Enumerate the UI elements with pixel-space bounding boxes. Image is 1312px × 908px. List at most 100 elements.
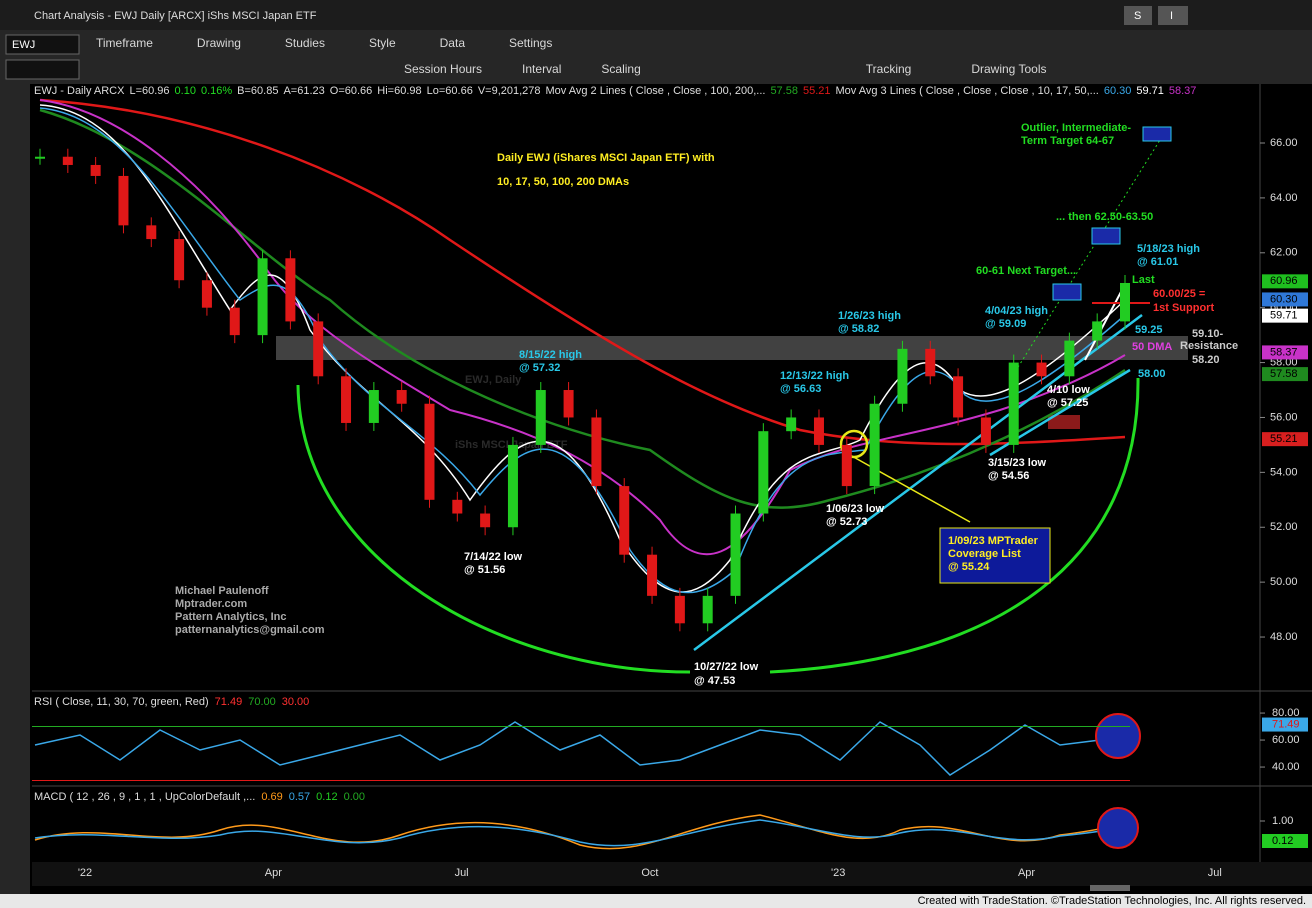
candle bbox=[1008, 362, 1019, 445]
legend-text: EWJ - Daily ARCX bbox=[34, 85, 125, 97]
annotation: @ 61.01 bbox=[1137, 256, 1178, 268]
scrollbar[interactable] bbox=[1090, 885, 1130, 891]
btn[interactable] bbox=[1158, 6, 1188, 25]
toolbar-item[interactable]: Drawing Tools bbox=[971, 62, 1046, 76]
arc bbox=[296, 384, 691, 674]
toolbar-item[interactable]: Style bbox=[369, 36, 396, 50]
toolbar-item[interactable]: Session Hours bbox=[404, 62, 482, 76]
candle bbox=[118, 175, 129, 226]
price-tag-label: 60.30 bbox=[1270, 293, 1298, 305]
legend-text: Lo=60.66 bbox=[427, 85, 473, 97]
candle bbox=[1092, 321, 1103, 341]
candle bbox=[174, 239, 185, 281]
chart-title: 10, 17, 50, 100, 200 DMAs bbox=[497, 176, 629, 188]
legend-text: L=60.96 bbox=[129, 85, 169, 97]
candle bbox=[396, 390, 407, 404]
toolbar-item[interactable]: Scaling bbox=[601, 62, 640, 76]
candle bbox=[452, 499, 463, 514]
candle bbox=[62, 156, 73, 165]
annotation: @ 59.09 bbox=[985, 318, 1026, 330]
annotation: 60-61 Next Target... bbox=[976, 265, 1076, 277]
candle bbox=[841, 444, 852, 487]
legend-text: Mov Avg 3 Lines ( Close , Close , Close … bbox=[836, 85, 1099, 97]
input[interactable] bbox=[5, 59, 80, 80]
annotation: 8/15/22 high bbox=[519, 349, 582, 361]
legend-text: 0.57 bbox=[289, 791, 310, 803]
toolbar-item[interactable]: Interval bbox=[522, 62, 561, 76]
legend-text: MACD ( 12 , 26 , 9 , 1 , 1 , UpColorDefa… bbox=[34, 791, 255, 803]
candle bbox=[591, 417, 602, 487]
symbol-box[interactable] bbox=[5, 34, 80, 55]
symbol[interactable]: EWJ bbox=[12, 39, 35, 51]
value-tag bbox=[1262, 834, 1308, 848]
annotation: 12/13/22 high bbox=[780, 370, 849, 382]
y-tick-label: 48.00 bbox=[1270, 631, 1298, 643]
candle bbox=[229, 307, 240, 336]
toolbar-item[interactable]: Tracking bbox=[866, 62, 912, 76]
annotation: 1/09/23 MPTrader bbox=[948, 535, 1039, 547]
annotation: ... then 62.50-63.50 bbox=[1056, 211, 1153, 223]
signal-line bbox=[34, 819, 1131, 847]
value-tag bbox=[1262, 717, 1308, 732]
annotation: 1st Support bbox=[1153, 302, 1214, 314]
price-tag bbox=[1262, 345, 1308, 360]
date-axis bbox=[32, 862, 1312, 886]
toolbar-item[interactable]: Drawing bbox=[197, 36, 241, 50]
annotation: @ 51.56 bbox=[464, 564, 505, 576]
candle bbox=[674, 595, 685, 624]
y-tick-label: 40.00 bbox=[1272, 761, 1300, 773]
candle bbox=[285, 258, 296, 322]
annotation: @ 56.63 bbox=[780, 383, 821, 395]
y-tick-label: 58.00 bbox=[1270, 356, 1298, 368]
resistance-band bbox=[276, 336, 1188, 360]
arc bbox=[769, 377, 1140, 674]
candle bbox=[341, 376, 352, 423]
candle bbox=[1036, 362, 1047, 377]
candle bbox=[953, 376, 964, 418]
x-tick-label: '23 bbox=[831, 867, 845, 879]
annotation: 5/18/23 high bbox=[1137, 243, 1200, 255]
toolbar-item[interactable]: Settings bbox=[509, 36, 552, 50]
annotation: 58.00 bbox=[1138, 368, 1166, 380]
legend-text: 55.21 bbox=[803, 85, 831, 97]
annotation: @ 52.73 bbox=[826, 516, 867, 528]
legend-text: 0.69 bbox=[261, 791, 282, 803]
annotation: @ 54.56 bbox=[988, 470, 1029, 482]
annotation: 60.00/25 = bbox=[1153, 288, 1205, 300]
legend-text: 60.30 bbox=[1104, 85, 1132, 97]
legend-text: 71.49 bbox=[215, 696, 243, 708]
y-tick-label: 80.00 bbox=[1272, 707, 1300, 719]
y-tick-label: 50.00 bbox=[1270, 576, 1298, 588]
target-box bbox=[1091, 227, 1121, 245]
y-tick-label: 66.00 bbox=[1270, 137, 1298, 149]
ma-50 bbox=[39, 99, 1126, 556]
candle bbox=[1120, 282, 1130, 322]
candle bbox=[90, 164, 101, 176]
legend-text: 0.16% bbox=[201, 85, 232, 97]
toolbar-item[interactable]: Studies bbox=[285, 36, 325, 50]
annotation: Resistance bbox=[1180, 340, 1238, 352]
credit: patternanalytics@gmail.com bbox=[175, 624, 325, 636]
candle bbox=[313, 321, 324, 377]
toolbar-item[interactable]: Timeframe bbox=[96, 36, 153, 50]
legend-text: O=60.66 bbox=[330, 85, 373, 97]
y-tick-label: 60.00 bbox=[1272, 734, 1300, 746]
toolbar-item[interactable]: Data bbox=[440, 36, 466, 50]
annotation: @ 58.82 bbox=[838, 323, 879, 335]
candle bbox=[786, 417, 797, 432]
candle bbox=[758, 431, 769, 514]
btn[interactable] bbox=[1124, 6, 1152, 25]
x-tick-label: Jul bbox=[1208, 867, 1222, 879]
annotation: Coverage List bbox=[948, 548, 1021, 560]
highlight-circle bbox=[839, 429, 869, 459]
annotation: 59.25 bbox=[1135, 324, 1163, 336]
candle bbox=[619, 486, 630, 555]
candle bbox=[257, 258, 268, 336]
legend-text: Hi=60.98 bbox=[377, 85, 421, 97]
y-tick-label: 54.00 bbox=[1270, 466, 1298, 478]
price-tag-label: 59.71 bbox=[1270, 310, 1298, 322]
btn-label[interactable]: S bbox=[1134, 10, 1141, 22]
btn-label[interactable]: I bbox=[1170, 10, 1173, 22]
annotation: 59.10- bbox=[1192, 328, 1224, 340]
